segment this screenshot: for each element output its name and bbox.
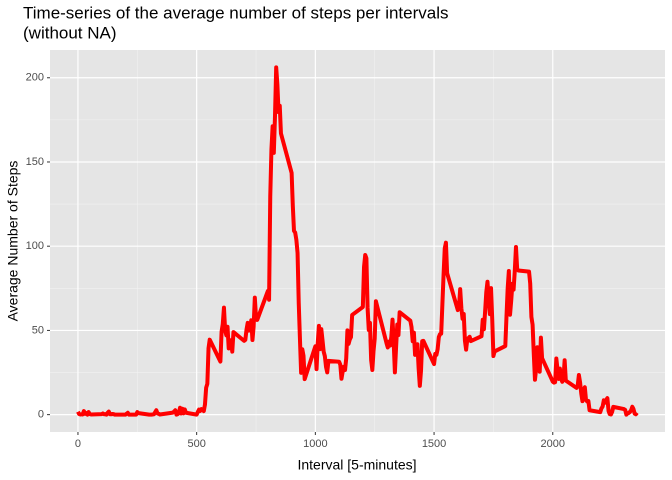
y-tick-label: 50	[32, 324, 44, 336]
y-axis-label: Average Number of Steps	[5, 161, 21, 322]
y-tick-label: 150	[26, 156, 44, 168]
y-tick-label: 0	[38, 409, 44, 421]
x-tick-label: 0	[75, 438, 81, 450]
y-tick-label: 200	[26, 72, 44, 84]
y-tick-label: 100	[26, 240, 44, 252]
chart-title: Time-series of the average number of ste…	[23, 3, 449, 22]
x-axis-label: Interval [5-minutes]	[297, 457, 416, 473]
x-tick-label: 1000	[303, 438, 327, 450]
plot-panel	[50, 50, 665, 432]
x-tick-label: 2000	[541, 438, 565, 450]
line	[76, 65, 639, 417]
x-tick-label: 1500	[422, 438, 446, 450]
x-tick-label: 500	[187, 438, 205, 450]
chart-title: (without NA)	[23, 23, 117, 42]
